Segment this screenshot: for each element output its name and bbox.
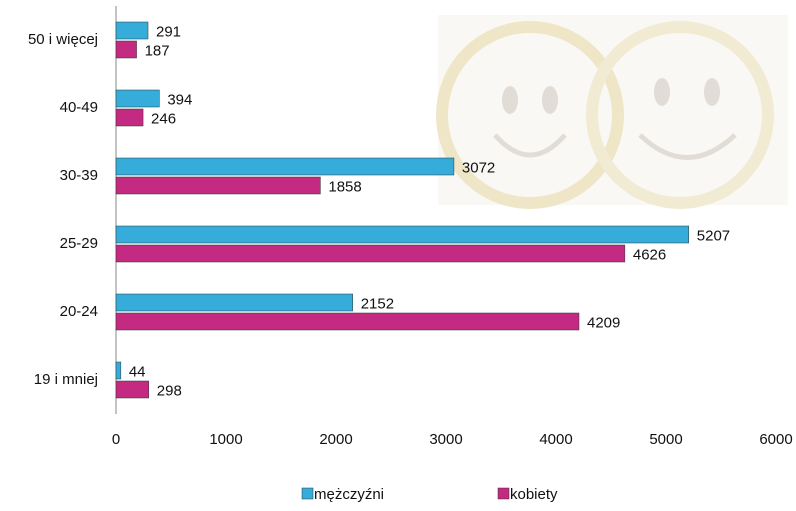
bar <box>116 109 143 126</box>
x-tick-label: 5000 <box>649 431 682 448</box>
value-label: 44 <box>129 363 146 380</box>
value-label: 298 <box>157 382 182 399</box>
legend-swatch <box>498 488 509 499</box>
value-label: 187 <box>145 42 170 59</box>
value-label: 4626 <box>633 246 666 263</box>
x-tick-label: 3000 <box>429 431 462 448</box>
value-label: 246 <box>151 110 176 127</box>
bar <box>116 90 159 107</box>
bar <box>116 158 454 175</box>
eye <box>502 86 518 114</box>
value-label: 5207 <box>697 227 730 244</box>
bar <box>116 245 625 262</box>
bar <box>116 381 149 398</box>
value-label: 1858 <box>328 178 361 195</box>
bar <box>116 22 148 39</box>
value-label: 291 <box>156 23 181 40</box>
legend-swatch <box>302 488 313 499</box>
x-tick-label: 2000 <box>319 431 352 448</box>
x-tick-label: 6000 <box>759 431 792 448</box>
value-label: 3072 <box>462 159 495 176</box>
bar <box>116 41 137 58</box>
y-tick-label: 50 i więcej <box>28 31 98 48</box>
y-tick-label: 19 i mniej <box>34 371 98 388</box>
eye <box>654 78 670 106</box>
legend-label: kobiety <box>510 486 558 503</box>
decorative-rings <box>438 15 788 205</box>
bar <box>116 362 121 379</box>
x-tick-label: 4000 <box>539 431 572 448</box>
bar <box>116 313 579 330</box>
chart: 0 1000 2000 3000 4000 5000 6000 50 i więcej 40-4… <box>0 0 796 506</box>
value-label: 394 <box>167 91 192 108</box>
y-tick-label: 30-39 <box>60 167 98 184</box>
value-label: 2152 <box>361 295 394 312</box>
bar <box>116 226 689 243</box>
y-tick-label: 20-24 <box>60 303 98 320</box>
eye <box>704 78 720 106</box>
y-tick-label: 25-29 <box>60 235 98 252</box>
x-tick-label: 0 <box>112 431 120 448</box>
eye <box>542 86 558 114</box>
y-tick-label: 40-49 <box>60 99 98 116</box>
value-label: 4209 <box>587 314 620 331</box>
bar <box>116 177 320 194</box>
x-tick-label: 1000 <box>209 431 242 448</box>
legend-label: mężczyźni <box>314 486 384 503</box>
bar <box>116 294 353 311</box>
